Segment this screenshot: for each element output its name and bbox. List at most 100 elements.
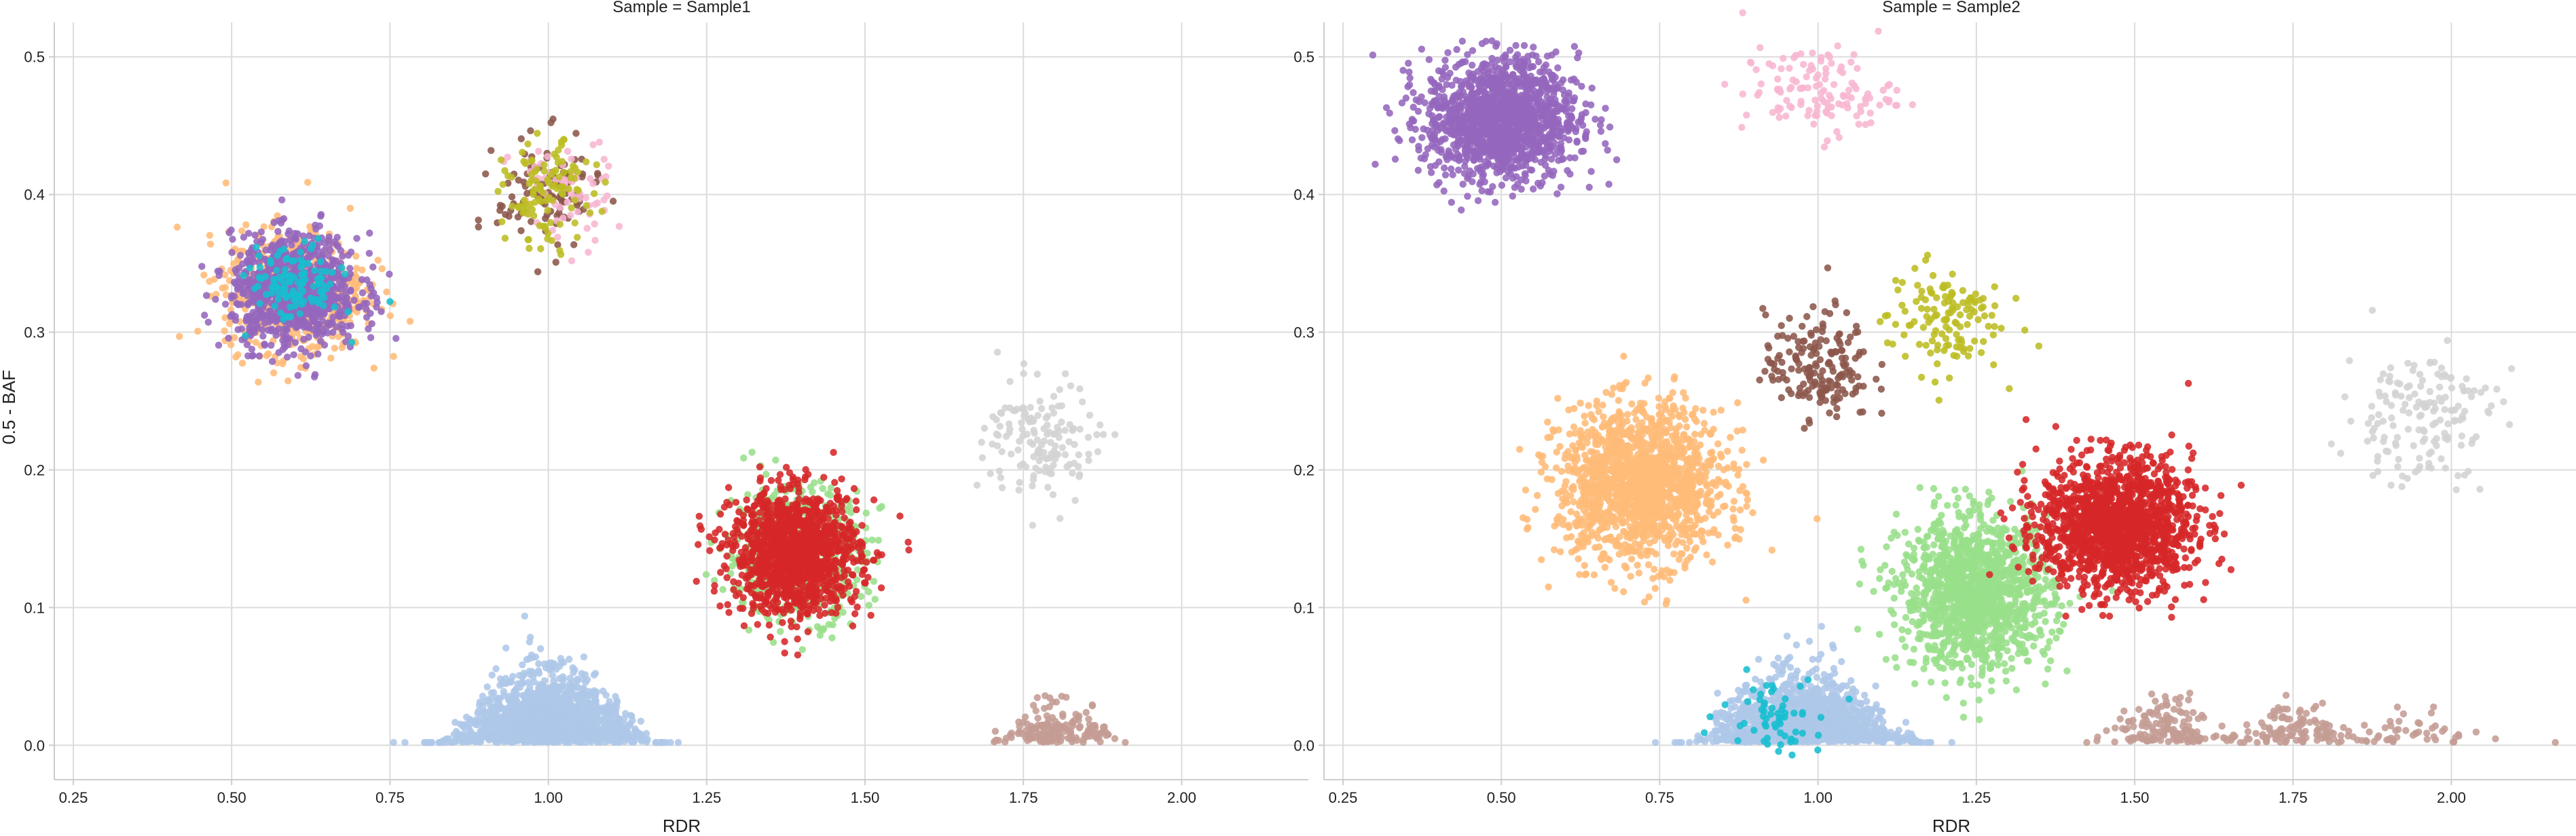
data-point [194, 328, 201, 335]
data-point [594, 170, 601, 176]
data-point [378, 308, 384, 315]
data-point [501, 167, 508, 174]
data-point [358, 267, 365, 273]
data-point [905, 546, 912, 553]
data-point [231, 279, 238, 286]
data-point [571, 175, 578, 182]
data-point [239, 360, 246, 366]
data-point [246, 265, 253, 271]
data-point [537, 245, 544, 252]
data-point [545, 713, 551, 720]
data-point [259, 236, 266, 243]
data-point [268, 260, 274, 267]
data-point [304, 179, 311, 186]
data-point [520, 680, 527, 687]
data-point [291, 230, 298, 237]
data-point [321, 240, 328, 246]
data-point [706, 547, 713, 554]
data-point [222, 301, 229, 307]
data-point [826, 621, 832, 628]
data-point [242, 278, 249, 285]
data-point [526, 704, 532, 711]
data-point [544, 153, 551, 160]
data-point [526, 245, 532, 252]
data-point [551, 694, 557, 701]
data-point [535, 148, 542, 155]
data-point [587, 175, 593, 182]
data-point [279, 346, 286, 353]
data-point [314, 235, 321, 242]
data-point [234, 286, 241, 292]
data-point [478, 735, 485, 742]
data-point [541, 168, 548, 174]
data-point [511, 706, 517, 712]
data-point [551, 181, 558, 188]
data-point [509, 203, 515, 210]
data-point [311, 267, 318, 274]
data-point [498, 715, 505, 722]
data-point [484, 683, 491, 690]
data-point [516, 672, 523, 679]
data-point [484, 698, 491, 704]
data-point [564, 199, 571, 206]
data-point [771, 492, 777, 499]
data-point [591, 672, 597, 679]
data-point [295, 372, 301, 379]
data-point [794, 651, 801, 658]
data-point [316, 288, 323, 295]
data-point [865, 588, 872, 595]
data-point [327, 355, 334, 362]
data-point [559, 214, 566, 221]
data-point [511, 728, 517, 735]
data-point [555, 173, 562, 180]
data-point [781, 649, 788, 656]
data-point [572, 197, 578, 204]
data-point [870, 578, 877, 585]
data-point [868, 537, 875, 544]
data-point [617, 733, 623, 740]
data-point [748, 449, 755, 455]
data-point [272, 283, 279, 290]
data-point [338, 264, 345, 271]
data-point [556, 247, 563, 254]
data-point [517, 227, 524, 234]
data-point [225, 335, 232, 341]
data-point [282, 256, 289, 263]
data-point [805, 628, 811, 635]
data-point [853, 603, 860, 610]
data-point [534, 268, 541, 275]
data-point [568, 204, 574, 211]
data-point [280, 246, 287, 252]
data-point [348, 322, 354, 329]
data-point [572, 724, 578, 731]
data-point [585, 249, 591, 256]
data-point [274, 252, 280, 259]
data-point [537, 645, 544, 652]
data-point [526, 639, 533, 645]
data-point [820, 626, 826, 633]
data-point [723, 552, 730, 559]
data-point [320, 302, 327, 309]
data-point [289, 291, 295, 298]
data-point [538, 732, 545, 739]
data-point [549, 115, 556, 122]
data-point [311, 318, 318, 324]
data-point [421, 739, 428, 746]
data-point [227, 313, 234, 320]
data-point [583, 158, 589, 165]
data-point [269, 358, 276, 365]
data-point [564, 148, 571, 155]
data-point [521, 613, 528, 620]
data-point [574, 208, 581, 215]
data-point [215, 267, 221, 274]
data-point [297, 284, 303, 291]
data-point [550, 662, 557, 669]
data-point [555, 147, 562, 153]
data-point [581, 725, 588, 732]
data-point [366, 229, 373, 236]
data-point [866, 602, 872, 609]
data-point [725, 609, 732, 615]
data-point [228, 249, 235, 256]
data-point [627, 712, 634, 719]
data-point [652, 739, 659, 746]
